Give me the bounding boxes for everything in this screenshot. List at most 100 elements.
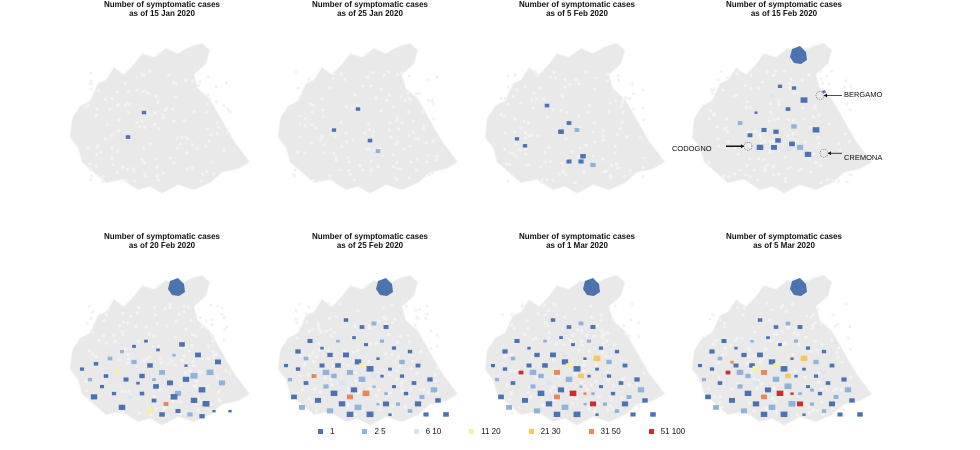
municipality-case <box>768 404 776 410</box>
municipality-case <box>347 394 353 400</box>
municipality-case <box>107 356 113 361</box>
municipality-case <box>372 385 376 388</box>
municipality-case <box>146 408 154 414</box>
municipality-case <box>780 366 788 372</box>
map-panel: Number of symptomatic cases as of 5 Mar 2… <box>684 232 884 432</box>
municipality-case <box>506 405 512 410</box>
municipality-case <box>736 369 744 375</box>
municipality-case <box>569 390 577 397</box>
legend-swatch <box>318 428 323 434</box>
municipality-case <box>841 377 847 382</box>
municipality-case <box>844 387 852 393</box>
municipality-case <box>744 390 752 396</box>
panel-title: Number of symptomatic cases as of 5 Feb 2… <box>477 0 677 18</box>
municipality-case <box>190 397 198 403</box>
municipality-case <box>521 397 529 403</box>
municipality-case <box>514 338 520 344</box>
municipality-case <box>553 369 561 375</box>
municipality-case <box>606 374 612 378</box>
municipality-case <box>414 401 422 407</box>
municipality-case <box>760 369 768 375</box>
municipality-case <box>565 376 573 382</box>
municipality-case <box>713 405 719 410</box>
municipality-case <box>343 318 349 322</box>
map-panel: Number of symptomatic cases as of 25 Feb … <box>270 232 470 432</box>
municipality-case <box>522 144 528 148</box>
panel-title: Number of symptomatic cases as of 1 Mar 2… <box>477 232 677 250</box>
municipality-case <box>610 391 616 396</box>
municipality-case <box>411 381 417 385</box>
municipality-case <box>103 374 109 378</box>
municipality-case <box>777 84 783 89</box>
municipality-case <box>399 359 405 365</box>
municipality-case <box>384 392 388 396</box>
lombardy-map <box>691 274 873 427</box>
municipality-case <box>159 370 165 375</box>
municipality-case <box>566 159 572 164</box>
legend-item: 6 10 <box>413 427 441 436</box>
municipality-case <box>650 412 656 417</box>
municipality-case <box>163 402 169 406</box>
municipality-case <box>388 367 392 371</box>
municipality-case <box>578 159 584 164</box>
municipality-case <box>558 129 564 134</box>
municipality-case <box>571 343 575 347</box>
municipality-case <box>184 364 188 367</box>
municipality-case <box>757 318 763 322</box>
legend-label: 2 5 <box>374 426 386 436</box>
municipality-case <box>747 133 753 138</box>
municipality-case <box>621 401 629 407</box>
municipality-case <box>527 346 531 350</box>
panel-title-line1: Number of symptomatic cases <box>311 0 429 9</box>
municipality-case <box>775 138 781 143</box>
municipality-case <box>118 404 126 410</box>
municipality-case <box>545 401 553 407</box>
municipality-case <box>784 146 792 152</box>
municipality-case <box>833 395 839 399</box>
municipality-case <box>322 369 330 375</box>
municipality-case <box>123 377 129 382</box>
region-outline <box>484 274 666 427</box>
lombardy-map <box>277 42 459 195</box>
municipality-case <box>566 325 572 329</box>
legend-label: 51 100 <box>660 426 686 436</box>
municipality-case <box>557 387 565 393</box>
northern-cluster <box>168 278 185 296</box>
panel-title-line1: Number of symptomatic cases <box>103 0 221 9</box>
municipality-case <box>199 414 205 419</box>
municipality-case <box>218 380 226 386</box>
municipality-case <box>335 363 341 368</box>
municipality-case <box>388 413 392 416</box>
municipality-case <box>542 363 548 368</box>
municipality-case <box>821 409 827 413</box>
municipality-case <box>383 325 389 329</box>
municipality-case <box>566 363 572 368</box>
municipality-case <box>788 401 796 407</box>
region-outline <box>69 42 251 195</box>
municipality-case <box>561 359 569 365</box>
legend-label: 1 <box>330 426 335 436</box>
municipality-case <box>139 373 145 379</box>
municipality-case <box>817 391 823 396</box>
legend-swatch <box>413 428 419 434</box>
panel-title: Number of symptomatic cases as of 5 Mar 2… <box>684 232 884 250</box>
municipality-case <box>578 321 584 326</box>
municipality-case <box>358 376 366 382</box>
municipality-case <box>136 381 140 385</box>
municipality-case <box>179 342 185 347</box>
municipality-case <box>595 413 599 416</box>
municipality-case <box>403 391 409 396</box>
legend-label: 31 50 <box>600 426 621 436</box>
panel-title-line1: Number of symptomatic cases <box>725 232 843 241</box>
municipality-case <box>175 408 181 414</box>
municipality-case <box>346 411 354 417</box>
municipality-grid <box>499 70 646 185</box>
municipality-case <box>202 401 210 407</box>
municipality-case <box>725 370 731 375</box>
municipality-case <box>343 352 349 358</box>
municipality-case <box>299 405 305 410</box>
municipality-case <box>93 362 99 366</box>
annotation-label: CODOGNO <box>672 144 712 153</box>
municipality-case <box>614 409 620 413</box>
municipality-case <box>198 387 206 393</box>
